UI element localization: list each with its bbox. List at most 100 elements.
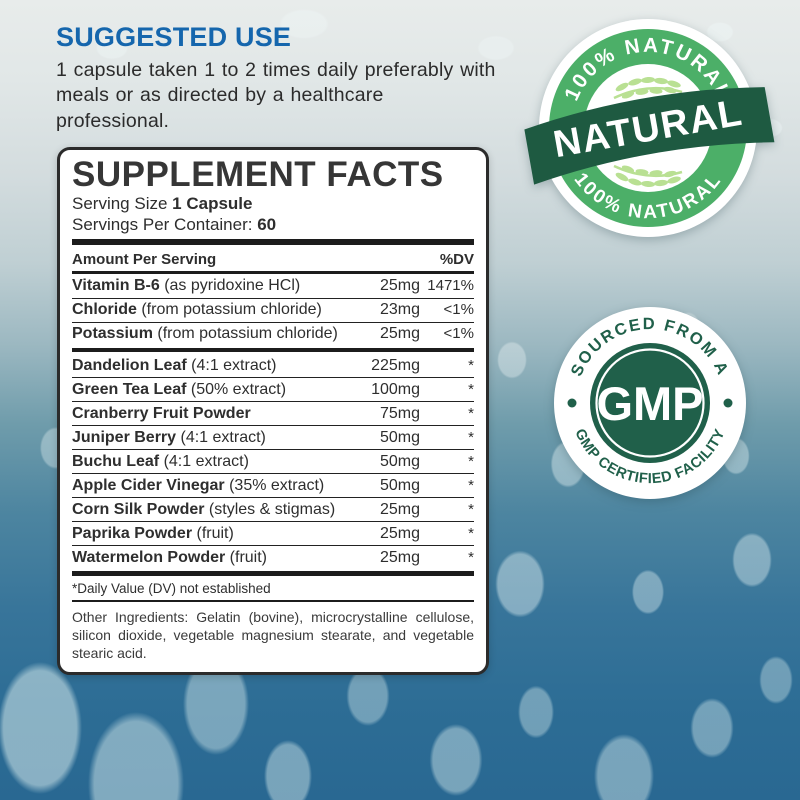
ingredient: Green Tea Leaf (50% extract) [72, 381, 354, 399]
ingredient-detail: (50% extract) [190, 380, 287, 398]
ingredient: Cranberry Fruit Powder [72, 405, 354, 423]
ingredient-detail: (fruit) [196, 524, 234, 542]
table-row: Vitamin B-6 (as pyridoxine HCl) 25mg 1471% [72, 275, 474, 299]
table-row: Cranberry Fruit Powder 75mg * [72, 402, 474, 427]
leaf-sprig-icon [613, 76, 683, 100]
column-amount-per-serving: Amount Per Serving [72, 251, 217, 269]
leaf [628, 78, 642, 86]
divider-medium [72, 271, 474, 274]
ingredient-amount: 50mg [379, 476, 420, 494]
ingredient-name: Buchu Leaf [72, 452, 160, 470]
servings-label: Servings Per Container: [72, 214, 253, 234]
table-row: Chloride (from potassium chloride) 23mg <1… [72, 299, 474, 323]
ingredient-detail: (as pyridoxine HCl) [164, 277, 301, 295]
ingredient-dv: * [468, 428, 474, 446]
ingredient-dv: * [468, 500, 474, 518]
gmp-inner-circle [590, 343, 710, 463]
leaf [663, 86, 677, 94]
ingredient-name: Chloride [72, 301, 137, 319]
other-ingredients: Other Ingredients: Gelatin (bovine), mic… [72, 608, 474, 662]
table-row: Watermelon Powder (fruit) 25mg * [72, 546, 474, 569]
ingredient-name: Green Tea Leaf [72, 380, 187, 398]
servings-per-container-line: Servings Per Container: 60 [72, 215, 474, 236]
divider-thick [72, 239, 474, 246]
leaf [615, 82, 629, 92]
ingredient-dv: * [468, 476, 474, 494]
table-row: Apple Cider Vinegar (35% extract) 50mg * [72, 474, 474, 499]
ribbon-shape [524, 87, 775, 185]
leaf [649, 88, 663, 94]
table-row: Potassium (from potassium chloride) 25mg <… [72, 323, 474, 346]
ingredient-name: Vitamin B-6 [72, 277, 160, 295]
gmp-center-label: GMP [596, 377, 703, 430]
ingredient-dv: <1% [443, 325, 474, 343]
ingredient-name: Watermelon Powder [72, 548, 226, 566]
ingredient-amount: 23mg [379, 301, 420, 319]
ingredient-amount: 25mg [379, 548, 420, 566]
ingredient: Buchu Leaf (4:1 extract) [72, 453, 354, 471]
leaf [641, 76, 655, 84]
ingredient: Chloride (from potassium chloride) [72, 301, 354, 319]
ingredient-dv: * [468, 356, 474, 374]
ingredient-detail: (from potassium chloride) [141, 301, 322, 319]
serving-size-label: Serving Size [72, 193, 168, 213]
ingredient-name: Juniper Berry [72, 428, 177, 446]
ingredient: Paprika Powder (fruit) [72, 525, 354, 543]
leaf [663, 170, 677, 178]
table-row: Juniper Berry (4:1 extract) 50mg * [72, 426, 474, 451]
table-header: Amount Per Serving %DV [72, 248, 474, 270]
gmp-inner-ring [595, 348, 705, 458]
natural-badge: 100% NATURAL 100% NATURAL [524, 19, 775, 237]
leaf-sprig-icon [613, 164, 683, 188]
supplement-facts-panel: SUPPLEMENT FACTS Serving Size 1 Capsule … [57, 147, 489, 676]
ingredient-detail: (from potassium chloride) [157, 325, 338, 343]
ingredient-dv: * [468, 380, 474, 398]
leaf [654, 179, 668, 187]
ingredient-name: Apple Cider Vinegar [72, 476, 225, 494]
ingredient: Dandelion Leaf (4:1 extract) [72, 357, 354, 375]
table-row: Dandelion Leaf (4:1 extract) 225mg * [72, 354, 474, 379]
leaf [628, 178, 642, 186]
ingredient: Potassium (from potassium chloride) [72, 325, 354, 343]
leaf [635, 169, 649, 175]
ingredient-detail: (styles & stigmas) [208, 500, 336, 518]
leaf [621, 91, 635, 99]
ingredient-dv: 1471% [427, 277, 474, 295]
ingredient-amount: 100mg [371, 380, 420, 398]
ingredient-dv: * [468, 548, 474, 566]
table-row: Green Tea Leaf (50% extract) 100mg * [72, 378, 474, 403]
ingredient-dv: <1% [443, 301, 474, 319]
ingredient-detail: (35% extract) [229, 476, 325, 494]
badge-dot-right [723, 398, 733, 408]
ingredient-detail: (4:1 extract) [180, 428, 266, 446]
ingredient-detail: (4:1 extract) [191, 356, 277, 374]
suggested-use-title: SUGGESTED USE [56, 22, 292, 52]
leaf [667, 80, 681, 88]
leaf [621, 165, 635, 173]
badge-dot-left [567, 398, 577, 408]
leaf [641, 180, 655, 188]
leaf [615, 172, 629, 182]
ingredient: Watermelon Powder (fruit) [72, 549, 354, 567]
ingredient-name: Dandelion Leaf [72, 356, 187, 374]
ingredient-amount: 25mg [379, 325, 420, 343]
ingredient-name: Cranberry Fruit Powder [72, 404, 251, 422]
divider-medium [72, 599, 474, 602]
leaf [649, 170, 663, 176]
serving-size-line: Serving Size 1 Capsule [72, 194, 474, 215]
ingredient-dv: * [468, 404, 474, 422]
ingredient-detail: (fruit) [229, 548, 267, 566]
ingredient: Apple Cider Vinegar (35% extract) [72, 477, 354, 495]
ingredient: Corn Silk Powder (styles & stigmas) [72, 501, 354, 519]
ingredient-dv: * [468, 452, 474, 470]
column-dv: %DV [439, 251, 474, 269]
leaf [654, 77, 668, 85]
suggested-use-section: SUGGESTED USE 1 capsule taken 1 to 2 tim… [56, 22, 496, 134]
ingredient-detail: (4:1 extract) [163, 452, 249, 470]
divider-thick [72, 347, 474, 353]
ingredient-amount: 50mg [379, 428, 420, 446]
serving-size-value: 1 Capsule [172, 193, 253, 213]
ingredient: Vitamin B-6 (as pyridoxine HCl) [72, 277, 354, 295]
divider-thick [72, 571, 474, 576]
